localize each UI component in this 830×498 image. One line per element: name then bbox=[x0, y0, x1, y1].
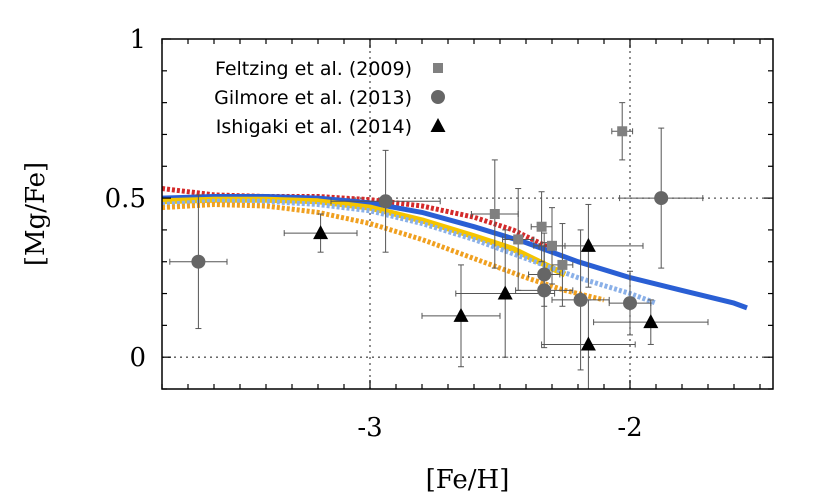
model-curve-3 bbox=[161, 198, 657, 306]
legend-marker-triangle bbox=[430, 118, 446, 132]
legend-label-gilmore: Gilmore et al. (2013) bbox=[214, 87, 412, 109]
data-point-square-5 bbox=[557, 259, 568, 270]
legend-label-ishigaki: Ishigaki et al. (2014) bbox=[216, 116, 412, 138]
x-axis-title: [Fe/H] bbox=[426, 465, 510, 495]
data-point-triangle-3 bbox=[580, 237, 596, 252]
legend-marker-square bbox=[433, 63, 443, 73]
model-curve-2 bbox=[161, 196, 567, 278]
model-curve-1 bbox=[161, 194, 748, 311]
legend: Feltzing et al. (2009) Gilmore et al. (2… bbox=[214, 58, 446, 138]
x-tick-label: -2 bbox=[617, 413, 642, 443]
data-point-circle-5 bbox=[623, 296, 637, 311]
data-point-square-4 bbox=[547, 240, 557, 251]
data-point-circle-4 bbox=[573, 292, 588, 307]
legend-marker-circle bbox=[431, 90, 445, 104]
data-point-circle-6 bbox=[654, 191, 669, 206]
x-tick-label: -3 bbox=[357, 413, 382, 443]
data-point-triangle-5 bbox=[643, 314, 659, 329]
grid-layer bbox=[162, 39, 773, 389]
data-point-triangle-4 bbox=[580, 336, 596, 351]
data-point-square-2 bbox=[513, 234, 524, 245]
data-point-circle-1 bbox=[378, 194, 393, 209]
data-point-circle-2 bbox=[537, 267, 552, 282]
data-point-triangle-1 bbox=[453, 307, 469, 322]
data-point-square-3 bbox=[536, 221, 547, 232]
y-tick-label: 0.5 bbox=[105, 184, 146, 214]
tick-labels: -3 -2 0 0.5 1 bbox=[105, 25, 643, 443]
legend-label-feltzing: Feltzing et al. (2009) bbox=[215, 58, 412, 80]
plot-frame bbox=[161, 38, 774, 390]
data-point-triangle-2 bbox=[497, 285, 513, 300]
data-points bbox=[191, 126, 669, 351]
legend-markers bbox=[430, 63, 446, 132]
axis-ticks bbox=[161, 38, 773, 390]
model-curves bbox=[161, 186, 748, 311]
data-point-circle-3 bbox=[537, 283, 552, 298]
data-point-circle-0 bbox=[191, 254, 206, 269]
data-point-square-1 bbox=[489, 209, 500, 219]
y-tick-label: 1 bbox=[129, 25, 146, 55]
y-axis-title: [Mg/Fe] bbox=[21, 162, 51, 266]
data-point-triangle-0 bbox=[313, 225, 329, 240]
y-tick-label: 0 bbox=[129, 343, 146, 373]
data-point-square-0 bbox=[617, 126, 628, 137]
